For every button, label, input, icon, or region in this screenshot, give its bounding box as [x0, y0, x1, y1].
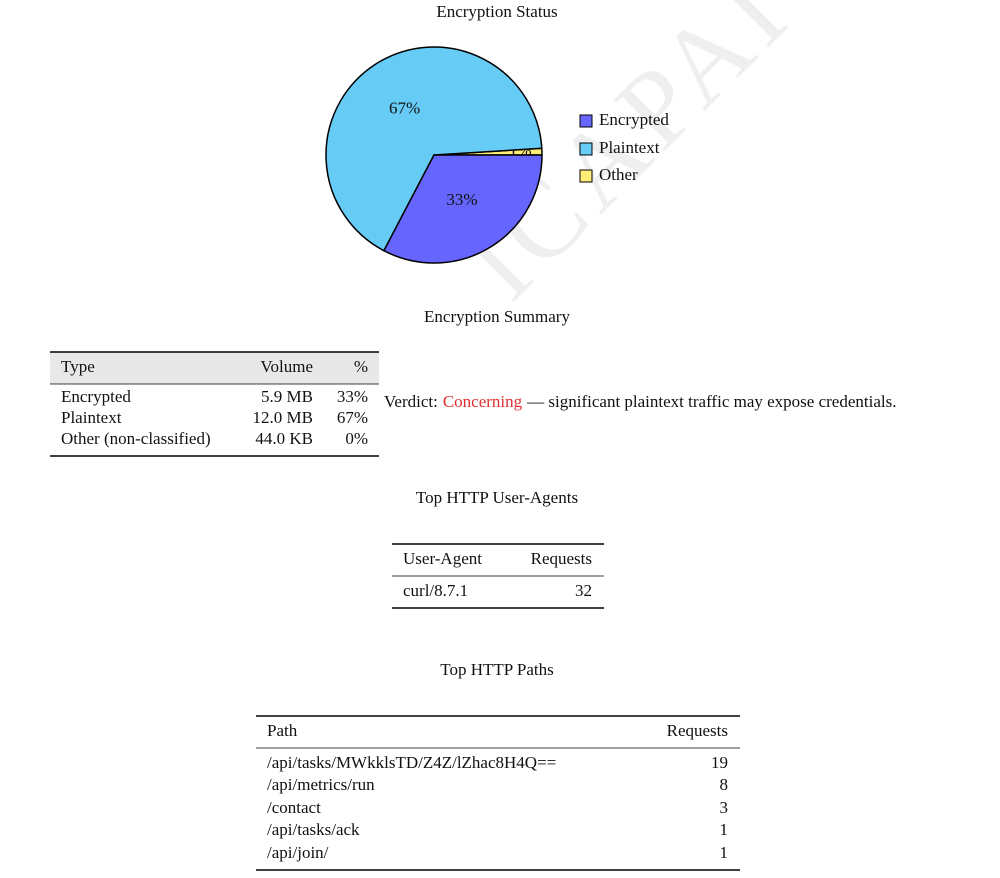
- table-cell: 0%: [345, 429, 368, 448]
- slice-label: 33%: [446, 190, 477, 209]
- legend-label: Other: [599, 165, 638, 184]
- legend-swatch: [579, 169, 593, 183]
- table-cell: 1: [720, 843, 729, 862]
- section-title: Top HTTP User-Agents: [416, 488, 578, 507]
- table-cell: 5.9 MB: [261, 387, 313, 406]
- table-cell: /api/metrics/run: [267, 775, 375, 794]
- legend-swatch: [579, 142, 593, 156]
- table-header: Type: [61, 357, 95, 376]
- table-cell: 33%: [337, 387, 368, 406]
- table-cell: 1: [720, 820, 729, 839]
- table-cell: 8: [720, 775, 729, 794]
- section-title: Encryption Summary: [424, 307, 570, 326]
- pie-slice: [382, 154, 543, 264]
- table-cell: /api/join/: [267, 843, 329, 862]
- table-cell: Encrypted: [61, 387, 131, 406]
- section-title: Top HTTP Paths: [440, 660, 553, 679]
- chart-title: Encryption Status: [436, 2, 557, 21]
- verdict-message: — significant plaintext traffic may expo…: [526, 392, 896, 411]
- pie-slice: [325, 46, 543, 252]
- table-cell: Plaintext: [61, 408, 122, 427]
- verdict-status: Concerning: [443, 392, 523, 411]
- slice-label: 67%: [389, 99, 420, 118]
- table-cell: 32: [575, 581, 592, 600]
- verdict-label: Verdict:: [384, 392, 438, 411]
- table-cell: 44.0 KB: [255, 429, 313, 448]
- table-header-bg: [50, 352, 379, 384]
- table-cell: Other (non-classified): [61, 429, 211, 448]
- table-header: %: [354, 357, 368, 376]
- table-header: Requests: [531, 549, 592, 568]
- table-cell: 3: [720, 798, 729, 817]
- table-header: User-Agent: [403, 549, 482, 568]
- table-cell: /api/tasks/ack: [267, 820, 360, 839]
- verdict: Verdict: Concerning — significant plaintex…: [384, 392, 896, 411]
- table-cell: /api/tasks/MWkklsTD/Z4Z/lZhac8H4Q==: [267, 753, 556, 772]
- table-cell: 12.0 MB: [253, 408, 313, 427]
- table-cell: /contact: [267, 798, 321, 817]
- table-cell: 67%: [337, 408, 368, 427]
- legend-swatch: [579, 114, 593, 128]
- table-header: Requests: [667, 721, 728, 740]
- table-cell: curl/8.7.1: [403, 581, 468, 600]
- legend-label: Encrypted: [599, 110, 669, 129]
- table-header: Volume: [260, 357, 313, 376]
- legend-label: Plaintext: [599, 138, 660, 157]
- table-header: Path: [267, 721, 298, 740]
- table-cell: 19: [711, 753, 728, 772]
